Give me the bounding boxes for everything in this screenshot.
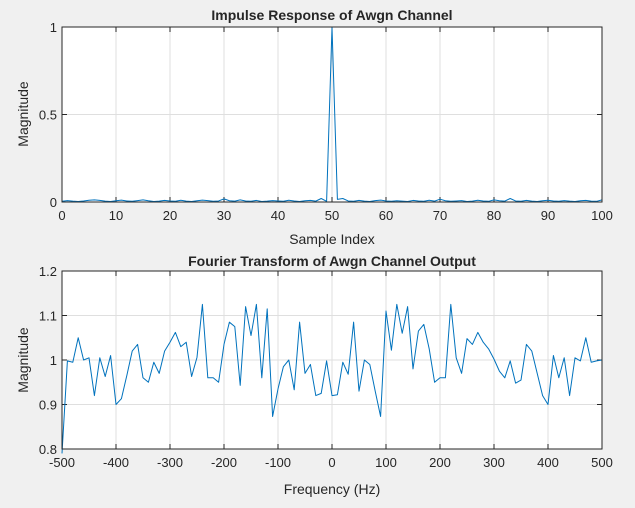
y-tick-label: 1.1	[39, 309, 57, 324]
y-tick-label: 1	[50, 20, 57, 35]
x-tick-label: 0	[328, 455, 335, 470]
y-tick-label: 1	[50, 353, 57, 368]
x-tick-label: 0	[58, 208, 65, 223]
tick-labels: 0 10 20 30 40 50 60 70 80 90 100 0 0.5 1	[39, 20, 613, 223]
y-tick-label: 1.2	[39, 264, 57, 279]
series-line	[61, 303, 603, 454]
tick-labels: -500 -400 -300 -200 -100 0 100 200 300 400 500 0.8 0…	[39, 264, 613, 470]
chart-title: Fourier Transform of Awgn Channel Output	[188, 253, 476, 269]
impulse-response-plot: 0 10 20 30 40 50 60 70 80 90 100 0 0.5 1 Impulse Resp…	[15, 7, 613, 247]
y-axis-label: Magnitude	[15, 81, 31, 147]
y-tick-label: 0.5	[39, 108, 57, 123]
y-tick-label: 0.9	[39, 398, 57, 413]
x-tick-label: -200	[211, 455, 237, 470]
x-tick-label: 400	[537, 455, 559, 470]
x-tick-label: -300	[157, 455, 183, 470]
x-tick-label: 60	[379, 208, 393, 223]
y-axis-label: Magnitude	[15, 327, 31, 393]
axes-box	[61, 270, 603, 450]
y-tick-label: 0	[50, 195, 57, 210]
x-tick-label: 50	[325, 208, 339, 223]
x-tick-label: 70	[433, 208, 447, 223]
x-tick-label: -400	[103, 455, 129, 470]
x-tick-label: 40	[271, 208, 285, 223]
x-axis-label: Frequency (Hz)	[284, 481, 380, 497]
x-tick-label: 100	[375, 455, 397, 470]
x-tick-label: 90	[541, 208, 555, 223]
x-tick-label: 30	[217, 208, 231, 223]
x-axis-label: Sample Index	[289, 231, 375, 247]
chart-title: Impulse Response of Awgn Channel	[211, 7, 452, 23]
x-tick-label: 500	[591, 455, 613, 470]
fourier-transform-plot: -500 -400 -300 -200 -100 0 100 200 300 400 500 0.8 0…	[15, 253, 613, 497]
axes-box	[61, 26, 603, 203]
y-tick-label: 0.8	[39, 442, 57, 457]
series	[61, 303, 603, 454]
x-tick-label: 20	[163, 208, 177, 223]
x-tick-label: -500	[49, 455, 75, 470]
x-tick-label: -100	[265, 455, 291, 470]
x-tick-label: 100	[591, 208, 613, 223]
x-tick-label: 10	[109, 208, 123, 223]
x-tick-label: 80	[487, 208, 501, 223]
x-tick-label: 300	[483, 455, 505, 470]
x-tick-label: 200	[429, 455, 451, 470]
